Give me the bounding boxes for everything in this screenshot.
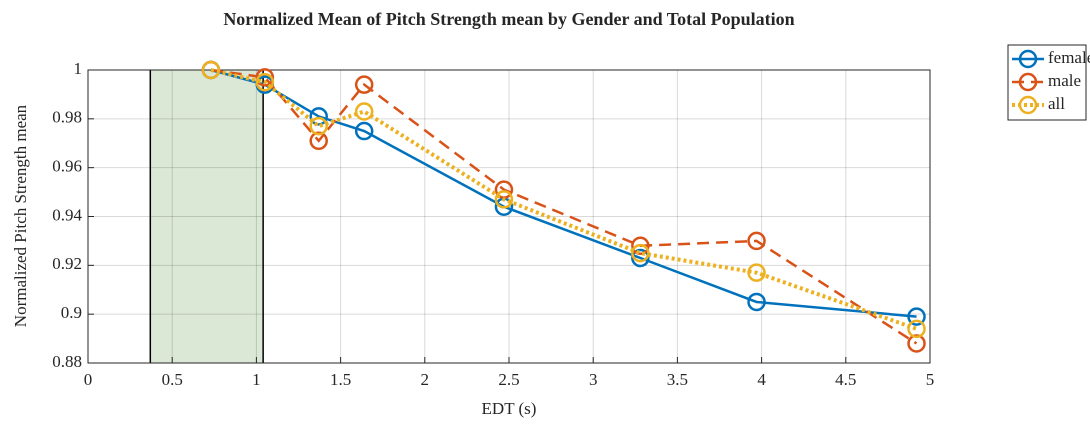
x-axis-label: EDT (s) bbox=[482, 399, 537, 418]
legend-marker bbox=[1018, 95, 1038, 115]
series-line bbox=[210, 68, 918, 331]
x-tick-label: 2.5 bbox=[498, 370, 519, 389]
marker bbox=[255, 72, 275, 92]
y-tick-label: 0.96 bbox=[52, 157, 82, 176]
marker bbox=[631, 248, 650, 268]
series-line bbox=[210, 68, 918, 345]
x-tick-label: 4.5 bbox=[835, 370, 856, 389]
x-tick-label: 2 bbox=[421, 370, 430, 389]
x-tick-label: 1.5 bbox=[330, 370, 351, 389]
legend-label: female bbox=[1048, 48, 1090, 67]
marker bbox=[747, 263, 766, 282]
marker bbox=[309, 116, 328, 136]
marker bbox=[354, 75, 374, 94]
y-tick-label: 0.9 bbox=[61, 303, 82, 322]
x-tick-label: 3 bbox=[589, 370, 598, 389]
y-tick-label: 1 bbox=[74, 59, 83, 78]
legend-marker bbox=[1018, 72, 1038, 92]
marker bbox=[354, 102, 374, 121]
y-axis-label: Normalized Pitch Strength mean bbox=[11, 104, 30, 327]
marker bbox=[494, 190, 514, 209]
x-tick-label: 0 bbox=[84, 370, 93, 389]
shaded-region bbox=[150, 70, 264, 363]
y-tick-label: 0.98 bbox=[52, 108, 82, 127]
marker bbox=[907, 307, 926, 326]
x-tick-label: 4 bbox=[757, 370, 766, 389]
plot-frame bbox=[87, 69, 931, 364]
marker bbox=[201, 60, 221, 80]
marker bbox=[354, 121, 374, 141]
marker bbox=[309, 107, 328, 126]
y-tick-label: 0.92 bbox=[52, 254, 82, 273]
marker bbox=[907, 334, 926, 353]
marker bbox=[907, 319, 926, 339]
legend-marker bbox=[1018, 49, 1038, 69]
marker bbox=[747, 231, 766, 251]
y-tick-label: 0.94 bbox=[52, 205, 82, 224]
x-tick-label: 0.5 bbox=[162, 370, 183, 389]
marker bbox=[631, 236, 650, 256]
legend-label: male bbox=[1048, 71, 1081, 90]
marker bbox=[309, 131, 328, 151]
legend-label: all bbox=[1048, 94, 1065, 113]
x-tick-label: 5 bbox=[926, 370, 935, 389]
chart-title: Normalized Mean of Pitch Strength mean b… bbox=[223, 9, 794, 29]
x-tick-label: 1 bbox=[252, 370, 261, 389]
marker bbox=[747, 292, 766, 312]
x-tick-label: 3.5 bbox=[667, 370, 688, 389]
y-tick-label: 0.88 bbox=[52, 352, 82, 371]
marker bbox=[255, 68, 275, 87]
marker bbox=[631, 243, 650, 263]
